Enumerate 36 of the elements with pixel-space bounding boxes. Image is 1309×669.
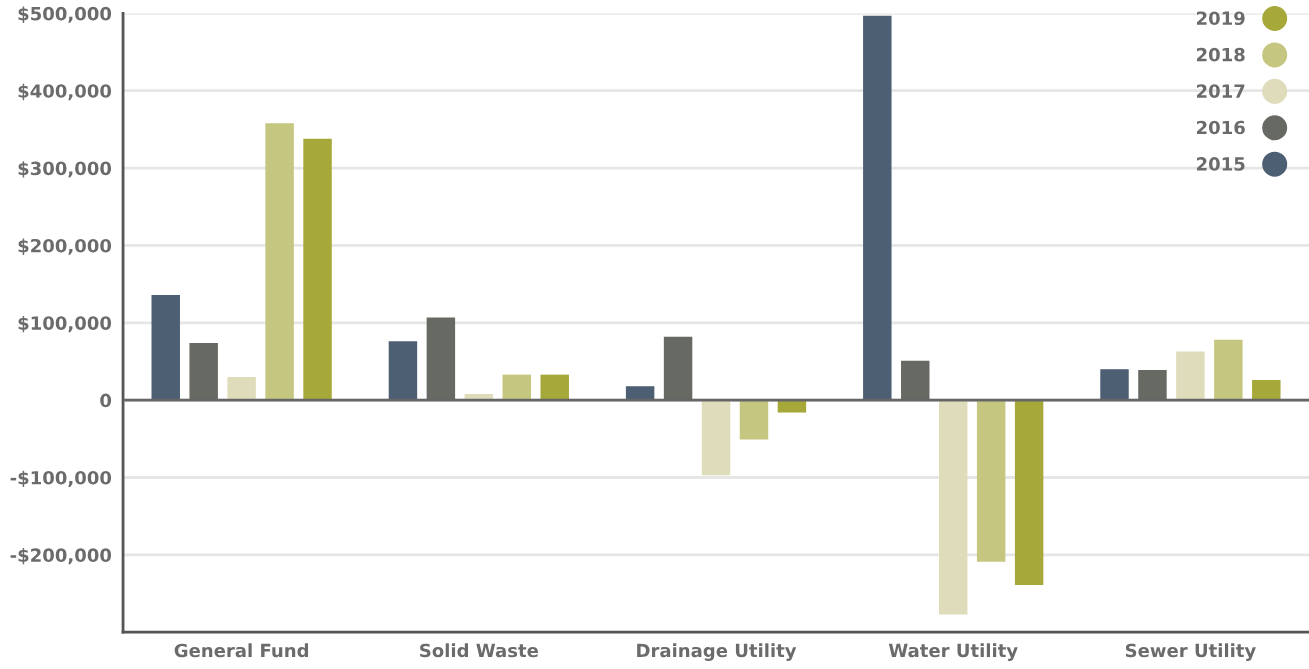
y-tick-label: -$100,000 (10, 470, 112, 488)
legend-label: 2018 (1196, 47, 1245, 62)
x-tick-label: Solid Waste (420, 643, 538, 658)
bar (863, 15, 892, 401)
bar (1100, 369, 1129, 401)
y-tick-label: -$200,000 (10, 547, 112, 565)
bar (938, 400, 968, 615)
bar (502, 374, 532, 401)
bar (303, 138, 332, 401)
legend-label: 2015 (1196, 157, 1245, 171)
bar (1014, 400, 1044, 586)
bar (701, 400, 731, 476)
bar (227, 376, 256, 401)
legend-label: 2017 (1196, 84, 1245, 98)
x-tick-label: Water Utility (888, 643, 1018, 661)
bar (151, 294, 180, 401)
y-tick-label: $100,000 (18, 315, 112, 333)
bar (1176, 351, 1205, 401)
bar (388, 341, 418, 401)
bar (976, 400, 1006, 562)
legend-label: 2016 (1196, 120, 1245, 135)
y-tick-label: $500,000 (18, 6, 112, 23)
legend-label: 2019 (1196, 11, 1245, 26)
bar (265, 123, 294, 401)
bar (739, 400, 769, 440)
x-tick-label: Sewer Utility (1125, 643, 1256, 661)
y-tick-label: $400,000 (18, 83, 112, 101)
y-tick-label: $300,000 (18, 161, 112, 178)
bar (540, 374, 569, 401)
x-tick-label: General Fund (174, 643, 309, 658)
bar (1214, 339, 1243, 401)
bar (625, 386, 655, 401)
y-tick-label: $200,000 (18, 238, 112, 255)
bar (1252, 380, 1281, 401)
y-tick-label: 0 (100, 393, 112, 408)
x-tick-label: Drainage Utility (637, 643, 797, 661)
